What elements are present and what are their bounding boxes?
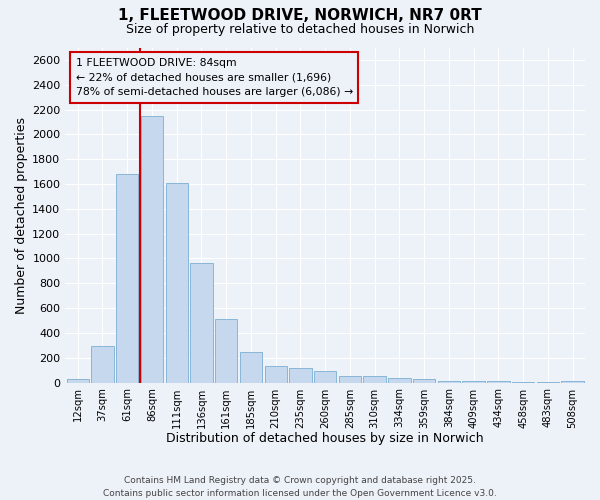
Bar [166, 183, 188, 382]
Bar [240, 352, 262, 382]
Bar [413, 380, 435, 382]
Bar [116, 174, 138, 382]
Bar [91, 346, 113, 383]
Bar [190, 264, 212, 382]
Bar [364, 376, 386, 382]
Bar [141, 116, 163, 382]
Text: Contains HM Land Registry data © Crown copyright and database right 2025.
Contai: Contains HM Land Registry data © Crown c… [103, 476, 497, 498]
Text: Size of property relative to detached houses in Norwich: Size of property relative to detached ho… [126, 22, 474, 36]
Bar [289, 368, 311, 382]
Bar [314, 371, 336, 382]
Text: 1, FLEETWOOD DRIVE, NORWICH, NR7 0RT: 1, FLEETWOOD DRIVE, NORWICH, NR7 0RT [118, 8, 482, 22]
Bar [339, 376, 361, 382]
Text: 1 FLEETWOOD DRIVE: 84sqm
← 22% of detached houses are smaller (1,696)
78% of sem: 1 FLEETWOOD DRIVE: 84sqm ← 22% of detach… [76, 58, 353, 97]
Bar [215, 320, 237, 382]
Bar [265, 366, 287, 382]
Bar [67, 380, 89, 382]
X-axis label: Distribution of detached houses by size in Norwich: Distribution of detached houses by size … [166, 432, 484, 445]
Bar [388, 378, 410, 382]
Y-axis label: Number of detached properties: Number of detached properties [15, 116, 28, 314]
